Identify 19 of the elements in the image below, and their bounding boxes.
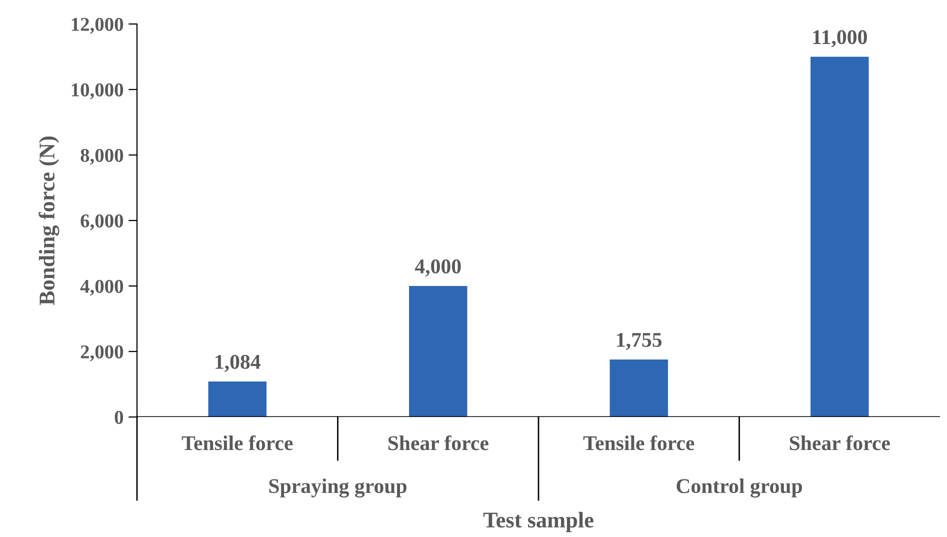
x-tick-label: Shear force: [790, 435, 890, 450]
y-tick-label: 2,000: [80, 345, 124, 362]
text: Control group: [676, 478, 802, 498]
y-axis-title: Bonding force (N): [38, 136, 60, 306]
x-tick-label: Tensile force: [182, 435, 293, 450]
data-label: 4,000: [414, 259, 461, 276]
y-tick-label: 0: [114, 410, 124, 424]
y-tick-label: 6,000: [80, 214, 124, 230]
text: Spraying group: [269, 478, 406, 498]
y-tick-label: 12,000: [72, 18, 124, 34]
x-axis-title: Test sample: [483, 512, 594, 532]
y-tick-label: 10,000: [72, 83, 124, 100]
y-tick-label: 8,000: [80, 148, 124, 165]
data-label: 11,000: [813, 30, 867, 48]
data-label: 1,084: [216, 354, 260, 372]
x-tick-label: Shear force: [388, 435, 488, 450]
y-tick-label: 4,000: [80, 280, 124, 296]
data-label: 1,755: [617, 333, 662, 350]
x-tick-label: Tensile force: [583, 435, 694, 450]
